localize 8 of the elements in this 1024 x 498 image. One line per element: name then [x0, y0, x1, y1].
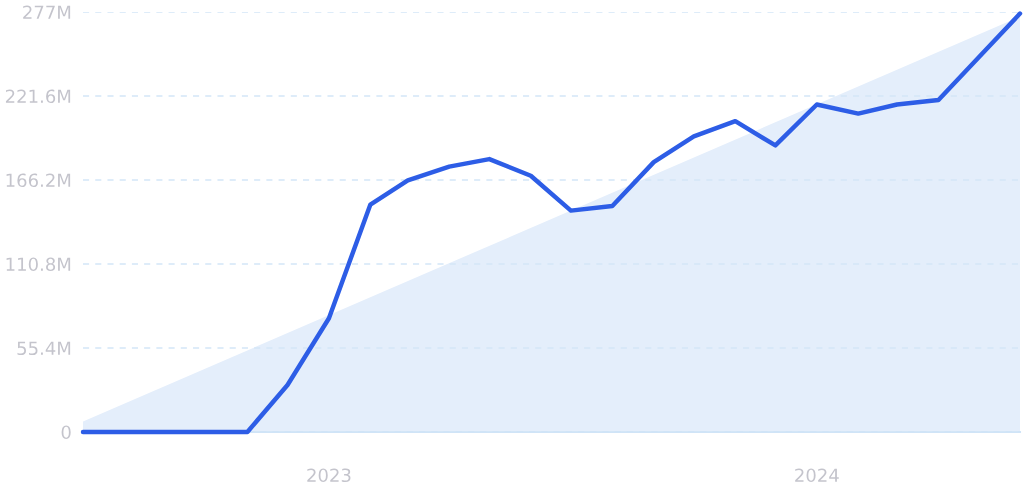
y-tick-label: 221.6M	[5, 89, 71, 104]
x-tick-label: 2023	[307, 468, 351, 483]
y-tick-label: 166.2M	[6, 173, 71, 188]
y-tick-label: 0	[61, 425, 71, 440]
x-tick-label: 2024	[795, 468, 839, 483]
y-tick-label: 277M	[23, 5, 71, 19]
y-tick-label: 110.8M	[6, 257, 71, 272]
y-tick-label: 55.4M	[17, 341, 71, 356]
